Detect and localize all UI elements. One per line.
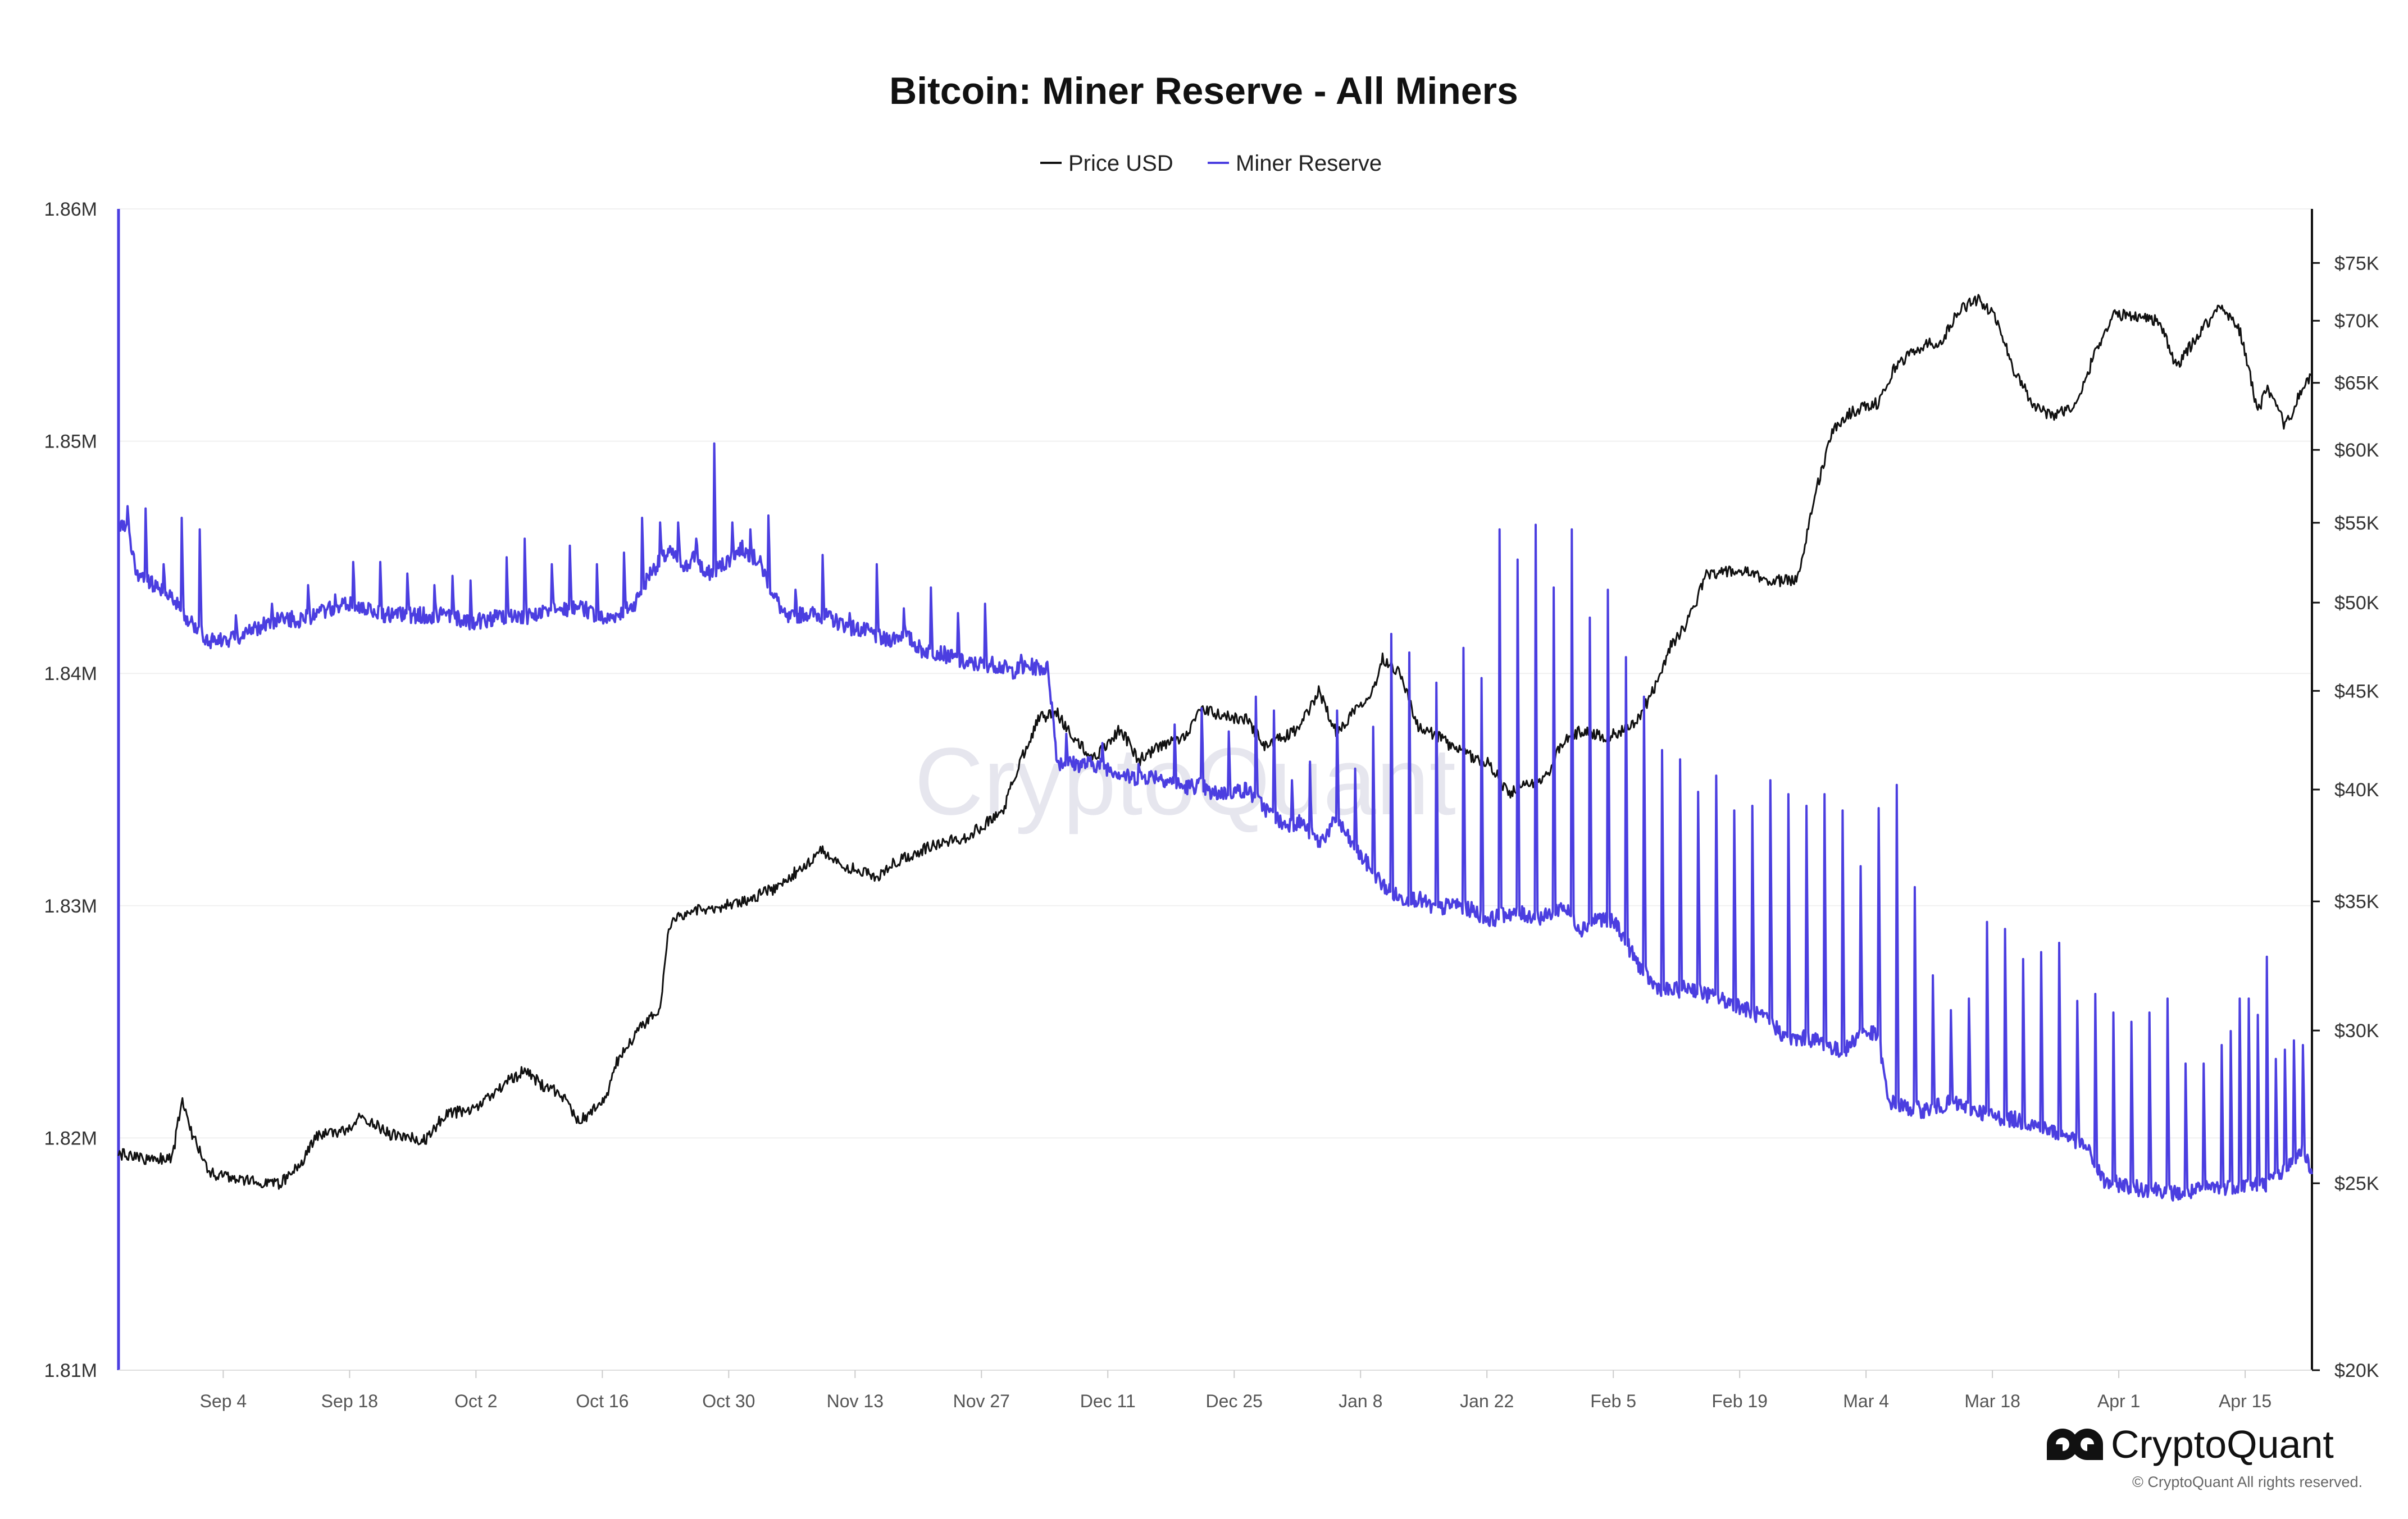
x-tick-label: Oct 30: [702, 1391, 755, 1411]
left-tick-label: 1.83M: [44, 896, 98, 917]
x-tick-label: Nov 13: [827, 1391, 884, 1411]
right-tick-label: $40K: [2334, 779, 2379, 801]
x-tick-label: Feb 5: [1590, 1391, 1636, 1411]
left-tick-label: 1.86M: [44, 199, 98, 220]
cryptoquant-logo-icon: [2047, 1429, 2103, 1460]
right-axis-ticks: $20K $25K $30K $35K $40K $45K $50K $55K $60K $65K…: [2312, 253, 2379, 1381]
x-tick-label: Nov 27: [953, 1391, 1010, 1411]
brand-name: CryptoQuant: [2111, 1422, 2334, 1466]
x-tick-label: Jan 22: [1460, 1391, 1514, 1411]
x-tick-label: Apr 1: [2097, 1391, 2140, 1411]
left-tick-label: 1.82M: [44, 1128, 98, 1149]
price-usd-line: [117, 294, 2313, 1190]
miner-reserve-line: [117, 442, 2313, 1202]
legend-label-price: Price USD: [1068, 151, 1173, 176]
copyright-text: © CryptoQuant All rights reserved.: [2132, 1474, 2363, 1490]
x-axis-ticks: Sep 4 Sep 18 Oct 2 Oct 16 Oct 30 Nov 13 Nov 27…: [200, 1370, 2272, 1411]
legend: Price USD Miner Reserve: [1040, 151, 1382, 176]
right-tick-label: $30K: [2334, 1020, 2379, 1042]
x-tick-label: Dec 11: [1080, 1391, 1136, 1411]
x-tick-label: Mar 18: [1964, 1391, 2020, 1411]
right-tick-label: $35K: [2334, 891, 2379, 913]
left-tick-label: 1.84M: [44, 663, 98, 685]
x-tick-label: Mar 4: [1843, 1391, 1889, 1411]
right-tick-label: $20K: [2334, 1360, 2379, 1381]
left-axis-ticks: 1.81M 1.82M 1.83M 1.84M 1.85M 1.86M: [44, 199, 98, 1381]
x-tick-label: Oct 2: [454, 1391, 497, 1411]
right-tick-label: $60K: [2334, 440, 2379, 461]
x-tick-label: Apr 15: [2219, 1391, 2272, 1411]
x-tick-label: Jan 8: [1339, 1391, 1382, 1411]
right-tick-label: $55K: [2334, 513, 2379, 534]
right-tick-label: $45K: [2334, 681, 2379, 702]
brand-logo: CryptoQuant: [2047, 1422, 2334, 1466]
x-tick-label: Dec 25: [1206, 1391, 1263, 1411]
right-tick-label: $65K: [2334, 373, 2379, 394]
x-tick-label: Sep 18: [321, 1391, 378, 1411]
legend-item-reserve[interactable]: Miner Reserve: [1208, 151, 1382, 176]
x-tick-label: Feb 19: [1711, 1391, 1768, 1411]
right-tick-label: $75K: [2334, 253, 2379, 274]
legend-label-reserve: Miner Reserve: [1236, 151, 1382, 176]
x-tick-label: Oct 16: [576, 1391, 629, 1411]
right-tick-label: $70K: [2334, 311, 2379, 332]
legend-item-price[interactable]: Price USD: [1040, 151, 1173, 176]
x-tick-label: Sep 4: [200, 1391, 247, 1411]
right-tick-label: $50K: [2334, 592, 2379, 614]
left-tick-label: 1.81M: [44, 1360, 98, 1381]
left-tick-label: 1.85M: [44, 431, 98, 453]
watermark: CryptoQuant: [914, 728, 1456, 835]
series-layer: [117, 294, 2313, 1202]
chart-title: Bitcoin: Miner Reserve - All Miners: [889, 70, 1518, 112]
right-tick-label: $25K: [2334, 1173, 2379, 1194]
